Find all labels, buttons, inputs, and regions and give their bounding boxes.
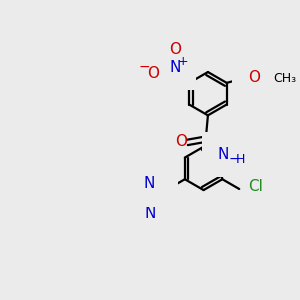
Text: O: O	[147, 66, 159, 81]
Text: O: O	[175, 134, 187, 149]
Text: N: N	[144, 176, 155, 191]
Text: O: O	[169, 42, 181, 57]
Text: Cl: Cl	[248, 179, 263, 194]
Text: −: −	[139, 60, 150, 74]
Text: N: N	[145, 206, 156, 221]
Text: O: O	[151, 161, 163, 176]
Text: N: N	[218, 147, 229, 162]
Text: O: O	[248, 70, 260, 85]
Text: N: N	[170, 60, 181, 75]
Text: +: +	[178, 55, 188, 68]
Text: −: −	[228, 152, 240, 166]
Text: CH₃: CH₃	[274, 72, 297, 85]
Text: H: H	[236, 153, 245, 166]
